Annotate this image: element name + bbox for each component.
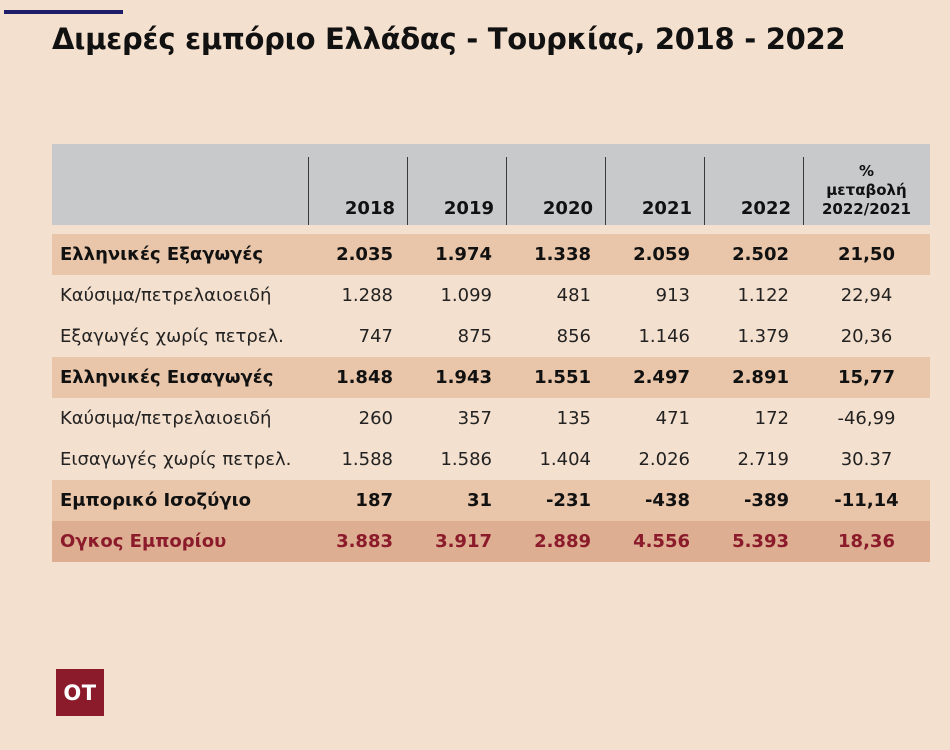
change-cell: -46,99 xyxy=(837,408,896,429)
value-cell: 2.502 xyxy=(704,234,803,275)
value-cell: 260 xyxy=(358,408,393,429)
header-change-line: μεταβολή xyxy=(826,181,907,199)
header-change-line: 2022/2021 xyxy=(822,200,911,218)
top-accent-rule xyxy=(4,10,123,14)
value-cell: -231 xyxy=(506,480,605,521)
header-change-line: % xyxy=(858,162,875,180)
change-cell: 15,77 xyxy=(803,357,930,398)
header-year: 2018 xyxy=(308,144,407,225)
header-year: 2022 xyxy=(704,144,803,225)
value-cell: 1.943 xyxy=(407,357,506,398)
value-cell: 481 xyxy=(556,285,591,306)
value-cell: 3.917 xyxy=(407,521,506,562)
value-cell: 856 xyxy=(556,326,591,347)
value-cell: 187 xyxy=(308,480,407,521)
header-year: 2021 xyxy=(605,144,704,225)
change-cell: 21,50 xyxy=(803,234,930,275)
value-cell: 1.404 xyxy=(539,449,591,470)
change-cell: 20,36 xyxy=(840,326,893,347)
value-cell: 1.338 xyxy=(506,234,605,275)
value-cell: 471 xyxy=(655,408,690,429)
value-cell: 1.288 xyxy=(341,285,393,306)
table-row: Εξαγωγές χωρίς πετρελ. 747 875 856 1.146 1.37… xyxy=(52,316,930,357)
value-cell: 747 xyxy=(358,326,393,347)
header-label-cell xyxy=(52,144,308,225)
row-label: Ογκος Εμπορίου xyxy=(52,521,308,562)
value-cell: 2.059 xyxy=(605,234,704,275)
value-cell: 1.848 xyxy=(308,357,407,398)
table-row: Καύσιμα/πετρελαιοειδή 1.288 1.099 481 913 1.1… xyxy=(52,275,930,316)
value-cell: 2.889 xyxy=(506,521,605,562)
value-cell: 875 xyxy=(457,326,492,347)
value-cell: 1.146 xyxy=(638,326,690,347)
change-cell: 22,94 xyxy=(840,285,893,306)
trade-table-container: 2018 2019 2020 2021 2022 % μεταβολή 2022… xyxy=(52,144,930,562)
header-year: 2019 xyxy=(407,144,506,225)
table-header-row: 2018 2019 2020 2021 2022 % μεταβολή 2022… xyxy=(52,144,930,225)
value-cell: 913 xyxy=(655,285,690,306)
change-cell: -11,14 xyxy=(803,480,930,521)
value-cell: 1.974 xyxy=(407,234,506,275)
row-label: Ελληνικές Εισαγωγές xyxy=(52,357,308,398)
value-cell: 1.588 xyxy=(341,449,393,470)
row-label: Ελληνικές Εξαγωγές xyxy=(52,234,308,275)
value-cell: 1.551 xyxy=(506,357,605,398)
table-body: Ελληνικές Εξαγωγές 2.035 1.974 1.338 2.059 2.… xyxy=(52,225,930,562)
table-row: Ελληνικές Εξαγωγές 2.035 1.974 1.338 2.059 2.… xyxy=(52,234,930,275)
value-cell: 135 xyxy=(556,408,591,429)
change-cell: 30.37 xyxy=(840,449,893,470)
row-spacer xyxy=(52,225,930,234)
value-cell: 1.379 xyxy=(737,326,789,347)
row-label: Εξαγωγές χωρίς πετρελ. xyxy=(60,326,284,347)
ot-logo: OT xyxy=(56,669,104,716)
change-cell: 18,36 xyxy=(803,521,930,562)
spacer-cell xyxy=(52,225,930,234)
value-cell: 357 xyxy=(457,408,492,429)
table-row: Ογκος Εμπορίου 3.883 3.917 2.889 4.556 5.393 1… xyxy=(52,521,930,562)
value-cell: 31 xyxy=(407,480,506,521)
row-label: Εμπορικό Ισοζύγιο xyxy=(52,480,308,521)
value-cell: 1.122 xyxy=(737,285,789,306)
value-cell: 5.393 xyxy=(704,521,803,562)
value-cell: 2.026 xyxy=(638,449,690,470)
table-row: Εισαγωγές χωρίς πετρελ. 1.588 1.586 1.404 2.… xyxy=(52,439,930,480)
value-cell: -438 xyxy=(605,480,704,521)
value-cell: 2.035 xyxy=(308,234,407,275)
value-cell: 2.719 xyxy=(737,449,789,470)
value-cell: 172 xyxy=(754,408,789,429)
value-cell: 1.099 xyxy=(440,285,492,306)
table-row: Ελληνικές Εισαγωγές 1.848 1.943 1.551 2.497 2… xyxy=(52,357,930,398)
value-cell: 4.556 xyxy=(605,521,704,562)
row-label: Καύσιμα/πετρελαιοειδή xyxy=(60,408,272,429)
value-cell: 2.891 xyxy=(704,357,803,398)
header-change: % μεταβολή 2022/2021 xyxy=(803,144,930,225)
table-row: Καύσιμα/πετρελαιοειδή 260 357 135 471 172 -46,… xyxy=(52,398,930,439)
table-row: Εμπορικό Ισοζύγιο 187 31 -231 -438 -389 -11,14 xyxy=(52,480,930,521)
trade-table: 2018 2019 2020 2021 2022 % μεταβολή 2022… xyxy=(52,144,930,562)
header-year: 2020 xyxy=(506,144,605,225)
value-cell: 3.883 xyxy=(308,521,407,562)
row-label: Καύσιμα/πετρελαιοειδή xyxy=(60,285,272,306)
row-label: Εισαγωγές χωρίς πετρελ. xyxy=(60,449,292,470)
value-cell: -389 xyxy=(704,480,803,521)
value-cell: 1.586 xyxy=(440,449,492,470)
value-cell: 2.497 xyxy=(605,357,704,398)
page-title: Διμερές εμπόριο Ελλάδας - Τουρκίας, 2018… xyxy=(52,22,846,56)
